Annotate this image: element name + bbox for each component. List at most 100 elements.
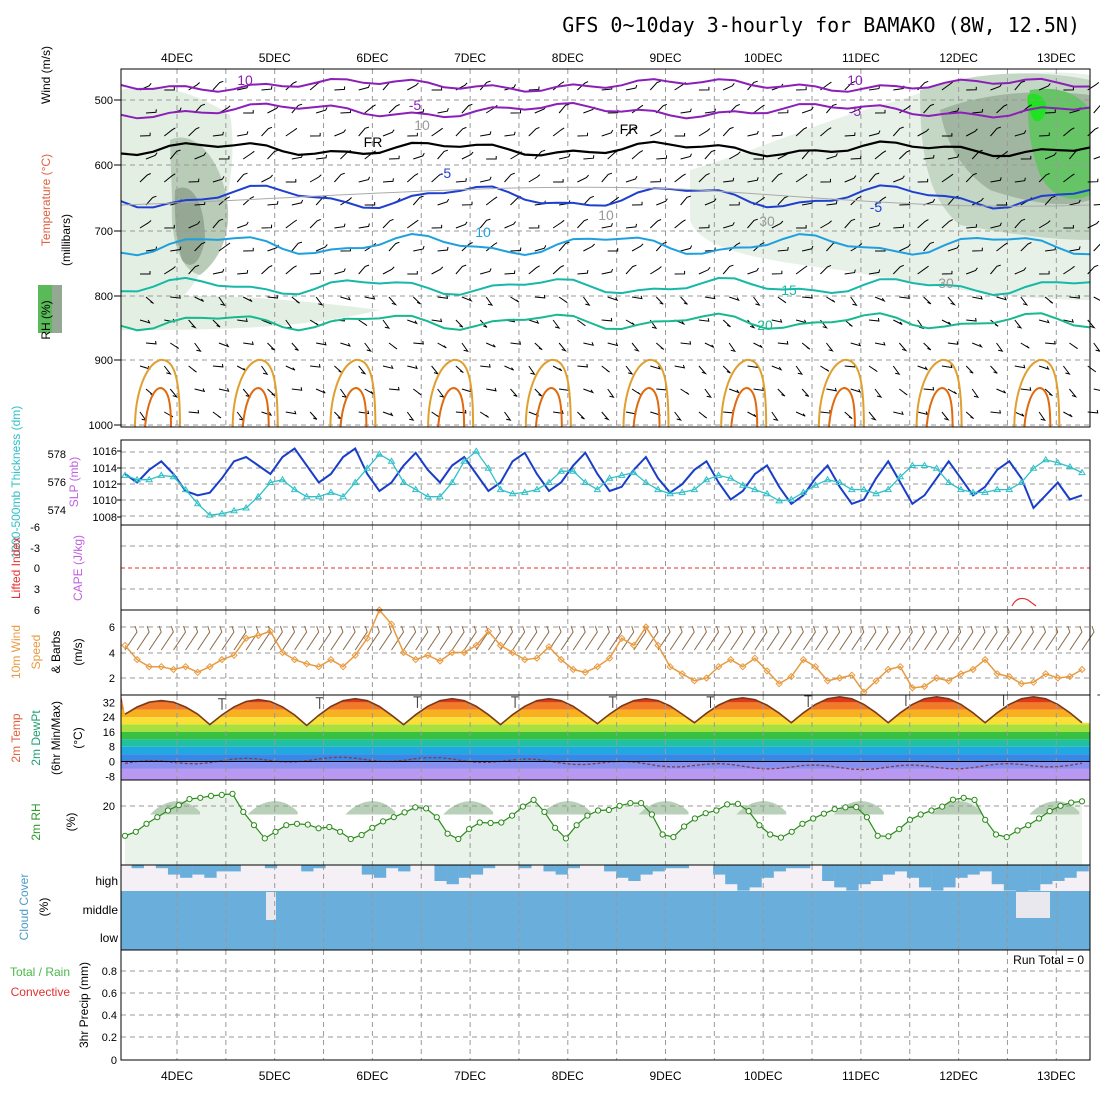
- wind10m-barb: [1045, 625, 1059, 651]
- temp-minmax-whisker: [218, 698, 226, 710]
- wind-barb: [358, 319, 368, 327]
- wind10m-barb: [730, 625, 744, 651]
- rh2m-point: [670, 834, 677, 841]
- wind-barb: [868, 317, 880, 322]
- panel-ylabel: 1000-500mb Thickness (dm): [9, 406, 23, 559]
- wind-barb: [145, 296, 154, 304]
- cloud-high-bar: [858, 865, 871, 885]
- wind-barb: [188, 126, 200, 137]
- wind-barb: [388, 386, 400, 391]
- rh2m-point: [724, 801, 731, 808]
- wind-barb: [728, 151, 741, 160]
- wind10m-barb: [378, 625, 392, 651]
- wind-barb: [874, 341, 886, 346]
- wind10m-point: [242, 634, 250, 643]
- wind-barb: [188, 409, 200, 414]
- wind-barb: [242, 296, 253, 303]
- wind-barb: [504, 172, 515, 183]
- rh2m-point: [444, 830, 451, 837]
- wind-barb: [340, 296, 351, 301]
- wind-barb: [795, 265, 808, 275]
- thickness-point: [1017, 478, 1026, 485]
- cloud-high-bar: [616, 865, 629, 878]
- day-label-bottom: 7DEC: [454, 1069, 486, 1083]
- cloud-high-bar: [216, 865, 229, 872]
- wind-barb: [461, 242, 473, 252]
- cloud-high-bar: [155, 865, 169, 869]
- rh2m-point: [874, 832, 881, 839]
- slp-series-line: [124, 447, 1083, 510]
- surface-contour: [339, 386, 368, 428]
- wind10m-point: [302, 660, 311, 668]
- cloud-level-label: low: [100, 931, 118, 945]
- wind-barb: [996, 388, 1006, 394]
- wind-barb: [650, 266, 662, 275]
- wind10m-point: [739, 662, 747, 671]
- cloud-high-bar: [361, 865, 375, 875]
- wind-barb: [893, 319, 903, 325]
- thickness-point: [423, 492, 432, 500]
- rh2m-point: [261, 835, 268, 842]
- rh2m-point: [508, 812, 516, 819]
- cloud-high-bar: [652, 865, 665, 872]
- rh2m-point: [605, 806, 613, 814]
- rh2m-point: [627, 800, 634, 807]
- wind-barb: [850, 155, 862, 160]
- wind10m-barb: [318, 625, 332, 651]
- wind-barb: [917, 219, 929, 229]
- rh-legend-swatch: [52, 285, 62, 333]
- wind10m-barb: [160, 625, 174, 651]
- thickness-point: [508, 489, 517, 497]
- precip-tick: 0: [111, 1055, 117, 1067]
- wind10m-barb: [706, 625, 720, 651]
- wind10m-point: [654, 641, 662, 650]
- wind-barb: [236, 172, 248, 183]
- thickness-point: [860, 485, 868, 493]
- wind-barb: [650, 128, 662, 137]
- wind-barb: [923, 154, 935, 160]
- wind-barb: [412, 296, 421, 305]
- wind-barb: [1087, 178, 1099, 183]
- rh2m-point: [831, 806, 838, 813]
- day-label-bottom: 9DEC: [649, 1069, 681, 1083]
- precip-tick: 0.2: [102, 1032, 117, 1044]
- wind-barb: [868, 365, 878, 373]
- wind-barb: [504, 221, 517, 229]
- rh2m-panel: 20 2m RH (%): [29, 779, 1091, 866]
- wind-barb: [625, 264, 637, 275]
- panel-ylabel: (6hr Min/Max): [49, 701, 63, 775]
- wind10m-barb: [572, 625, 586, 651]
- wind-barb: [1038, 365, 1050, 370]
- wind-barb: [680, 108, 692, 114]
- wind-barb: [844, 319, 853, 327]
- wind10m-point: [545, 643, 553, 651]
- wind-barb: [631, 201, 643, 206]
- wind-barb: [698, 128, 711, 137]
- thickness-point: [581, 478, 590, 485]
- wind-barb: [583, 388, 595, 394]
- rh2m-point: [283, 822, 290, 829]
- temp-contour: [120, 232, 1091, 257]
- wind10m-point: [969, 665, 977, 674]
- wind-barb: [656, 155, 668, 160]
- wind-barb: [553, 410, 564, 414]
- wind-barb: [267, 201, 279, 206]
- wind-barb: [747, 218, 758, 229]
- wind-barb: [382, 266, 395, 275]
- thickness-point: [557, 467, 565, 474]
- wind-barb: [723, 222, 735, 229]
- wind-barb: [674, 173, 686, 183]
- wind-barb: [698, 86, 710, 91]
- wind-barb: [486, 387, 497, 392]
- wind-barb: [1038, 319, 1050, 324]
- wind-barb: [625, 126, 637, 137]
- thickness-point: [472, 447, 481, 454]
- rh2m-point: [218, 791, 225, 799]
- wind-barb: [777, 388, 786, 397]
- wind-barb: [285, 179, 297, 183]
- wind-barb: [406, 411, 415, 421]
- wind-barb: [431, 127, 443, 137]
- thickness-point: [411, 485, 420, 493]
- wind-barb: [145, 152, 158, 160]
- day-label-bottom: 8DEC: [552, 1069, 584, 1083]
